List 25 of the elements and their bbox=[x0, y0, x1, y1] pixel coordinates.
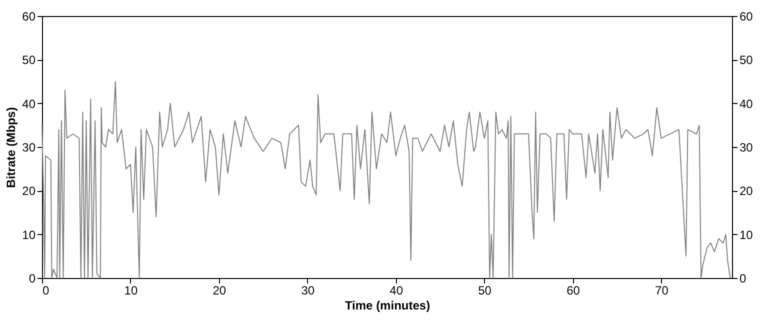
x-tick-label: 10 bbox=[124, 284, 138, 298]
x-tick-label: 50 bbox=[478, 284, 492, 298]
line-series bbox=[42, 81, 731, 278]
x-axis-title: Time (minutes) bbox=[344, 298, 430, 312]
y-tick-label: 50 bbox=[22, 53, 36, 68]
y2-tick-label: 20 bbox=[740, 184, 754, 198]
x-tick-label: 30 bbox=[301, 284, 315, 298]
y-tick-label: 0 bbox=[28, 272, 36, 286]
y2-tick-label: 40 bbox=[740, 96, 754, 111]
x-tick-label: 70 bbox=[655, 284, 669, 298]
y-tick-label: 60 bbox=[22, 10, 36, 24]
y2-tick-label: 50 bbox=[740, 53, 754, 68]
y2-tick-label: 60 bbox=[740, 10, 754, 24]
y-tick-label: 10 bbox=[22, 228, 36, 242]
y-tick-label: 20 bbox=[22, 184, 36, 198]
y-tick-label: 40 bbox=[22, 96, 36, 111]
x-tick-label: 60 bbox=[566, 284, 580, 298]
y2-tick-label: 10 bbox=[740, 228, 754, 242]
x-tick-label: 40 bbox=[390, 284, 404, 298]
x-tick-label: 0 bbox=[42, 284, 50, 298]
y2-tick-label: 30 bbox=[740, 140, 754, 154]
y2-tick-label: 0 bbox=[740, 272, 746, 286]
y-tick-label: 30 bbox=[22, 140, 36, 154]
y-axis-title: Bitrate (Mbps) bbox=[4, 107, 18, 188]
x-tick-label: 20 bbox=[212, 284, 226, 298]
